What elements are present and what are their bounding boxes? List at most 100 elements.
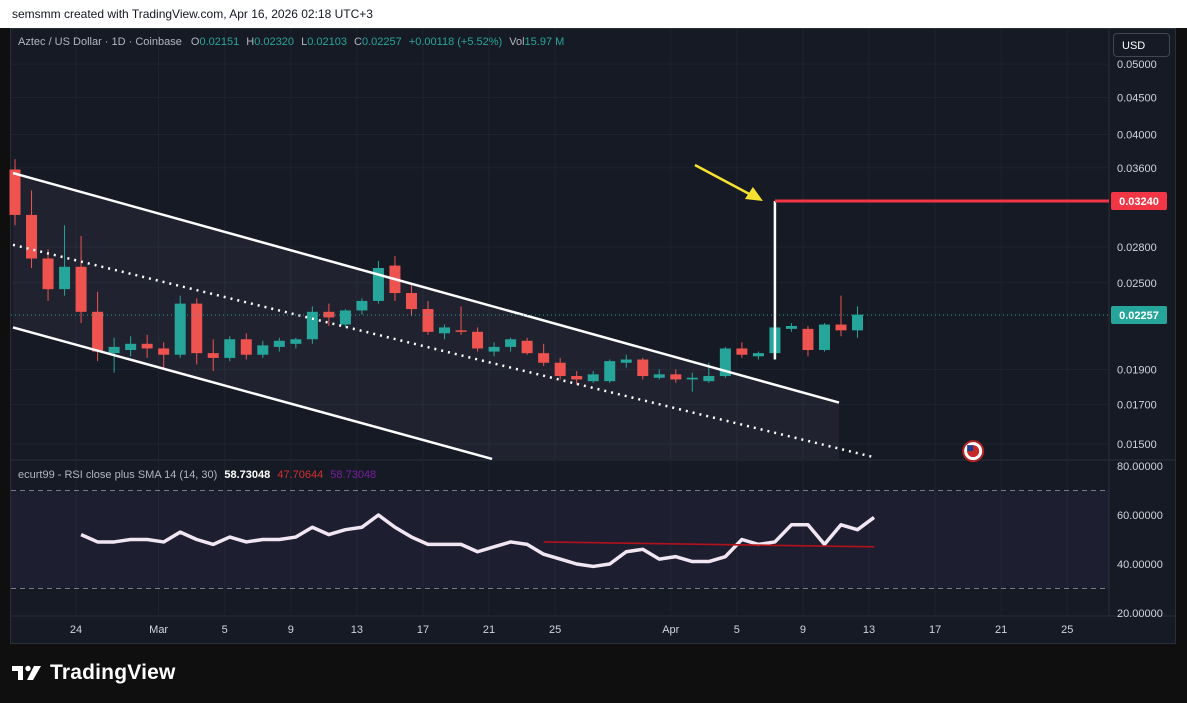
change-value: +0.00118 (+5.52%) xyxy=(408,36,503,48)
target-price-label-bg xyxy=(1111,191,1167,210)
close-value: 0.02257 xyxy=(361,36,402,48)
vol-label: Vol xyxy=(509,36,525,48)
candle-down xyxy=(75,266,87,312)
candle-down xyxy=(158,348,170,355)
price-pane-bg xyxy=(11,29,1109,459)
rsi-value-1: 58.73048 xyxy=(224,469,271,481)
candle-up xyxy=(604,361,616,382)
candle-up xyxy=(703,376,715,382)
y-tick-label: 0.02800 xyxy=(1117,242,1157,254)
candle-up xyxy=(785,325,797,329)
vol-value: 15.97 M xyxy=(524,36,565,48)
annotation-arrow-shaft xyxy=(694,163,756,199)
x-tick-label: 9 xyxy=(800,624,806,636)
channel-mid-dotted-line xyxy=(12,243,873,458)
tradingview-logo[interactable]: TradingView xyxy=(12,658,176,688)
candle-up xyxy=(752,353,764,357)
candle-up xyxy=(719,348,731,377)
candle-up xyxy=(257,345,269,355)
low-value: 0.02103 xyxy=(307,36,347,48)
rsi-name: ecurt99 - RSI close plus SMA 14 (14, 30) xyxy=(18,469,218,481)
target-price-label: 0.03240 xyxy=(1119,196,1159,208)
candle-up xyxy=(125,343,137,351)
annotation-arrow-head xyxy=(744,186,763,201)
x-tick-label: 25 xyxy=(549,624,561,636)
candle-up xyxy=(290,339,302,344)
y-tick-label: 0.01900 xyxy=(1117,364,1157,376)
candle-down xyxy=(472,331,484,349)
candle-down xyxy=(405,293,417,310)
candle-up xyxy=(852,314,864,331)
y-tick-label: 0.01700 xyxy=(1117,399,1157,411)
x-tick-label: Apr xyxy=(662,624,679,636)
x-tick-label: 13 xyxy=(863,624,875,636)
y-tick-label: 0.05000 xyxy=(1117,59,1157,71)
x-tick-label: 17 xyxy=(929,624,941,636)
y-tick-label: 0.04500 xyxy=(1117,92,1157,104)
candle-up xyxy=(488,346,500,352)
candle-up xyxy=(59,266,71,290)
candle-down xyxy=(637,359,649,377)
candle-up xyxy=(587,374,599,382)
rsi-y-tick-label: 40.00000 xyxy=(1117,559,1163,571)
candle-up xyxy=(306,311,318,340)
us-flag-icon-canton xyxy=(967,445,974,452)
candle-down xyxy=(455,330,467,332)
candle-down xyxy=(92,311,104,352)
y-tick-label: 0.04000 xyxy=(1117,130,1157,142)
candle-up xyxy=(818,324,830,351)
rsi-value-2: 47.70644 xyxy=(277,469,324,481)
y-tick-label: 0.03600 xyxy=(1117,163,1157,175)
channel-lower-line xyxy=(12,326,493,461)
candle-up xyxy=(439,327,451,334)
x-tick-label: 25 xyxy=(1061,624,1073,636)
candle-up xyxy=(653,374,665,378)
low-label: L xyxy=(301,36,308,48)
candle-down xyxy=(521,340,533,354)
candle-down xyxy=(538,353,550,363)
candle-up xyxy=(273,340,285,347)
symbol-title: Aztec / US Dollar · 1D · Coinbase xyxy=(18,36,182,48)
currency-button[interactable]: USD xyxy=(1113,33,1170,57)
y-tick-label: 0.02500 xyxy=(1117,278,1157,290)
candle-down xyxy=(571,376,583,380)
footer xyxy=(0,644,1187,703)
candle-up xyxy=(686,377,698,380)
symbol-legend: Aztec / US Dollar · 1D · Coinbase O0.021… xyxy=(18,36,568,48)
close-label: C xyxy=(354,36,362,48)
channel-upper-line xyxy=(12,171,840,404)
rsi-value-3: 58.73048 xyxy=(330,469,377,481)
candle-up xyxy=(356,300,368,311)
x-tick-label: 21 xyxy=(995,624,1007,636)
candle-down xyxy=(141,343,153,349)
top-caption-bar: semsmm created with TradingView.com, Apr… xyxy=(0,0,1187,28)
candle-down xyxy=(240,339,252,355)
candle-down xyxy=(323,311,335,318)
x-tick-label: 17 xyxy=(417,624,429,636)
candle-down xyxy=(42,258,54,290)
candle-up xyxy=(174,303,186,355)
open-value: 0.02151 xyxy=(199,36,240,48)
candle-down xyxy=(736,348,748,355)
rsi-y-tick-label: 20.00000 xyxy=(1117,608,1163,620)
candle-up xyxy=(372,267,384,301)
x-tick-label: 5 xyxy=(734,624,740,636)
rsi-y-tick-label: 80.00000 xyxy=(1117,461,1163,473)
candle-down xyxy=(207,353,219,358)
rsi-line xyxy=(80,513,876,569)
candle-up xyxy=(339,310,351,325)
caption-text: semsmm created with TradingView.com, Apr… xyxy=(12,7,373,21)
candle-down xyxy=(191,303,203,354)
candle-up xyxy=(620,359,632,363)
rsi-divergence-line xyxy=(543,541,875,548)
candle-up xyxy=(505,339,517,347)
x-tick-label: 9 xyxy=(288,624,294,636)
high-value: 0.02320 xyxy=(254,36,295,48)
x-tick-label: 13 xyxy=(351,624,363,636)
x-tick-label: 21 xyxy=(483,624,495,636)
current-price-label: 0.02257 xyxy=(1119,310,1159,322)
current-price-label-bg xyxy=(1111,306,1167,325)
x-tick-label: Mar xyxy=(149,624,168,636)
candle-up xyxy=(224,339,236,358)
